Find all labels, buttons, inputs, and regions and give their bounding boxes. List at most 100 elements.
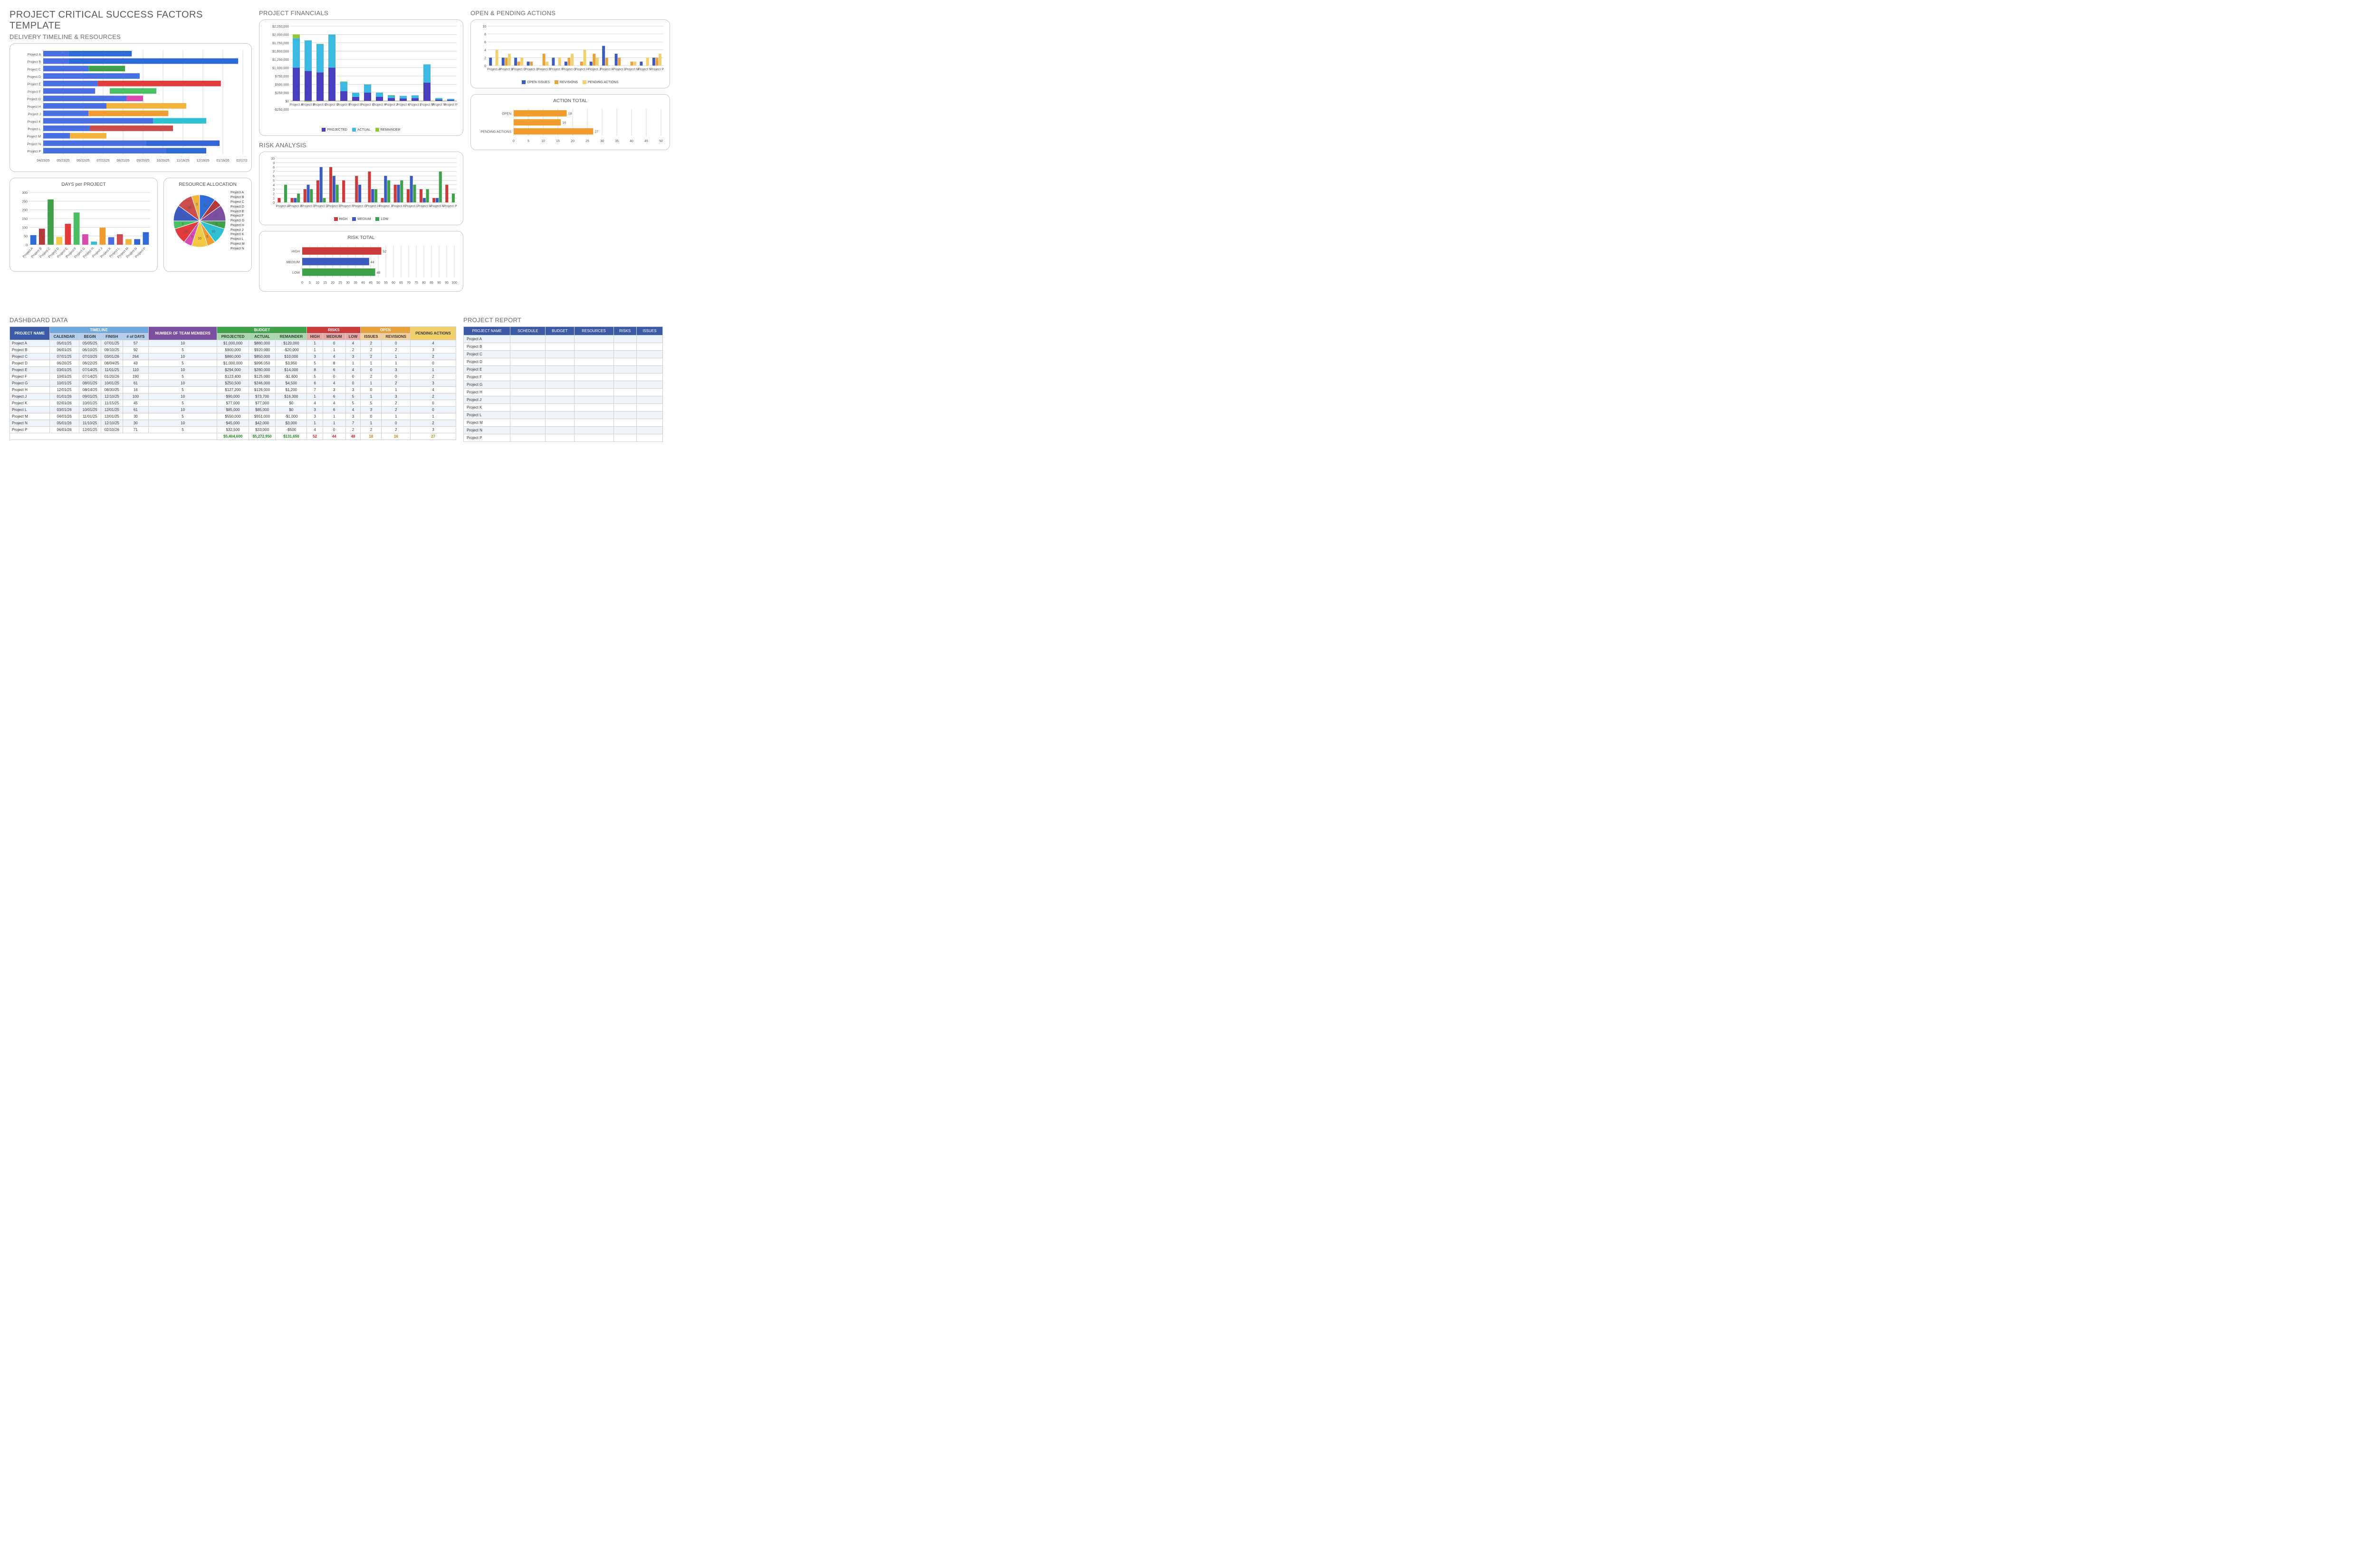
svg-text:12/19/25: 12/19/25 (196, 159, 209, 163)
project-report-title: PROJECT REPORT (463, 316, 663, 324)
svg-text:27: 27 (594, 130, 598, 134)
svg-text:3: 3 (273, 188, 275, 191)
svg-text:10: 10 (541, 140, 545, 143)
svg-text:$1,500,000: $1,500,000 (272, 50, 289, 54)
dashboard-grid: PROJECT CRITICAL SUCCESS FACTORS TEMPLAT… (10, 10, 2366, 297)
financials-legend: PROJECTEDACTUALREMAINDER (264, 128, 458, 132)
svg-text:08/21/25: 08/21/25 (116, 159, 129, 163)
svg-text:09/20/25: 09/20/25 (136, 159, 149, 163)
left-column: PROJECT CRITICAL SUCCESS FACTORS TEMPLAT… (10, 10, 252, 297)
svg-text:5: 5 (211, 208, 212, 211)
svg-text:16: 16 (562, 121, 566, 124)
svg-text:6: 6 (484, 41, 486, 44)
dashboard-table: PROJECT NAMETIMELINENUMBER OF TEAM MEMBE… (10, 326, 456, 440)
action-total-panel: ACTION TOTAL 05101520253035404550OPEN181… (470, 94, 670, 150)
svg-text:Project B: Project B (289, 205, 303, 208)
svg-text:90: 90 (437, 281, 441, 285)
svg-text:$1,750,000: $1,750,000 (272, 42, 289, 45)
svg-text:250: 250 (22, 200, 28, 203)
svg-text:10/20/25: 10/20/25 (156, 159, 169, 163)
svg-text:Project G: Project G (27, 98, 41, 101)
svg-text:$250,000: $250,000 (275, 92, 289, 95)
svg-text:06/22/25: 06/22/25 (77, 159, 89, 163)
svg-text:10: 10 (182, 215, 185, 218)
svg-text:50: 50 (24, 235, 28, 239)
report-table: PROJECT NAMESCHEDULEBUDGETRESOURCESRISKS… (463, 326, 663, 442)
risk-panel: 012345678910Project AProject BProject CP… (259, 152, 463, 225)
dashboard-data-block: DASHBOARD DATA PROJECT NAMETIMELINENUMBE… (10, 316, 456, 442)
resource-title: RESOURCE ALLOCATION (169, 182, 247, 187)
delivery-title: DELIVERY TIMELINE & RESOURCES (10, 33, 252, 40)
svg-text:30: 30 (600, 140, 604, 143)
svg-text:10: 10 (482, 25, 486, 29)
dashboard-data-title: DASHBOARD DATA (10, 316, 456, 324)
svg-text:LOW: LOW (292, 271, 300, 275)
svg-text:Project E: Project E (327, 205, 341, 208)
mid-column: PROJECT FINANCIALS -$250,000$0$250,000$5… (259, 10, 463, 297)
svg-text:Project P: Project P (651, 68, 664, 71)
svg-text:Project J: Project J (385, 104, 398, 107)
svg-text:70: 70 (407, 281, 411, 285)
svg-text:10: 10 (316, 281, 319, 285)
svg-text:20: 20 (331, 281, 335, 285)
svg-text:Project A: Project A (28, 53, 41, 57)
svg-text:$750,000: $750,000 (275, 75, 289, 78)
svg-text:Project G: Project G (562, 68, 576, 71)
svg-text:Project A: Project A (487, 68, 500, 71)
svg-text:5: 5 (206, 235, 208, 239)
svg-text:8: 8 (484, 33, 486, 37)
resource-pie: 10510510510510510105 (169, 190, 230, 252)
svg-text:50: 50 (376, 281, 380, 285)
svg-text:0: 0 (513, 140, 515, 143)
svg-text:30: 30 (346, 281, 350, 285)
svg-text:Project N: Project N (431, 205, 444, 208)
svg-text:18: 18 (568, 112, 572, 115)
svg-text:Project F: Project F (28, 90, 41, 94)
svg-text:6: 6 (273, 175, 275, 178)
svg-text:$500,000: $500,000 (275, 84, 289, 87)
svg-text:Project B: Project B (28, 61, 41, 64)
svg-text:$2,250,000: $2,250,000 (272, 25, 289, 29)
svg-text:Project G: Project G (353, 205, 367, 208)
svg-text:25: 25 (338, 281, 342, 285)
open-pending-panel: 0246810Project AProject BProject CProjec… (470, 19, 670, 88)
svg-text:5: 5 (191, 235, 193, 239)
svg-text:Project E: Project E (28, 83, 41, 86)
risk-chart: 012345678910Project AProject BProject CP… (264, 156, 459, 213)
svg-text:Project J: Project J (379, 205, 392, 208)
svg-text:55: 55 (384, 281, 388, 285)
svg-text:HIGH: HIGH (292, 250, 300, 254)
days-title: DAYS per PROJECT (15, 182, 153, 187)
svg-text:48: 48 (377, 271, 381, 275)
svg-text:100: 100 (451, 281, 457, 285)
svg-text:Project D: Project D (315, 205, 328, 208)
svg-text:Project P: Project P (444, 104, 458, 107)
svg-text:Project M: Project M (625, 68, 639, 71)
svg-text:0: 0 (484, 65, 486, 68)
days-chart: 050100150200250300Project AProject BProj… (15, 190, 153, 266)
risk-title: RISK ANALYSIS (259, 142, 463, 149)
action-total-title: ACTION TOTAL (476, 98, 665, 104)
svg-text:0: 0 (273, 201, 275, 205)
svg-text:5: 5 (196, 203, 198, 207)
svg-text:60: 60 (392, 281, 395, 285)
svg-text:Project D: Project D (27, 76, 41, 79)
svg-text:Project P: Project P (443, 205, 457, 208)
svg-text:Project C: Project C (512, 68, 526, 71)
svg-text:95: 95 (445, 281, 449, 285)
svg-text:02/17/26: 02/17/26 (236, 159, 248, 163)
svg-text:5: 5 (273, 180, 275, 183)
svg-text:40: 40 (630, 140, 633, 143)
svg-text:1: 1 (273, 197, 275, 201)
svg-text:Project H: Project H (373, 104, 386, 107)
svg-text:Project K: Project K (28, 120, 41, 124)
svg-text:Project K: Project K (600, 68, 614, 71)
project-report-block: PROJECT REPORT PROJECT NAMESCHEDULEBUDGE… (463, 316, 663, 442)
svg-text:10: 10 (214, 215, 218, 218)
svg-text:45: 45 (369, 281, 373, 285)
svg-text:OPEN: OPEN (502, 112, 511, 115)
svg-text:Project B: Project B (499, 68, 513, 71)
svg-text:80: 80 (422, 281, 426, 285)
svg-text:Project H: Project H (366, 205, 380, 208)
svg-text:4: 4 (484, 49, 486, 52)
